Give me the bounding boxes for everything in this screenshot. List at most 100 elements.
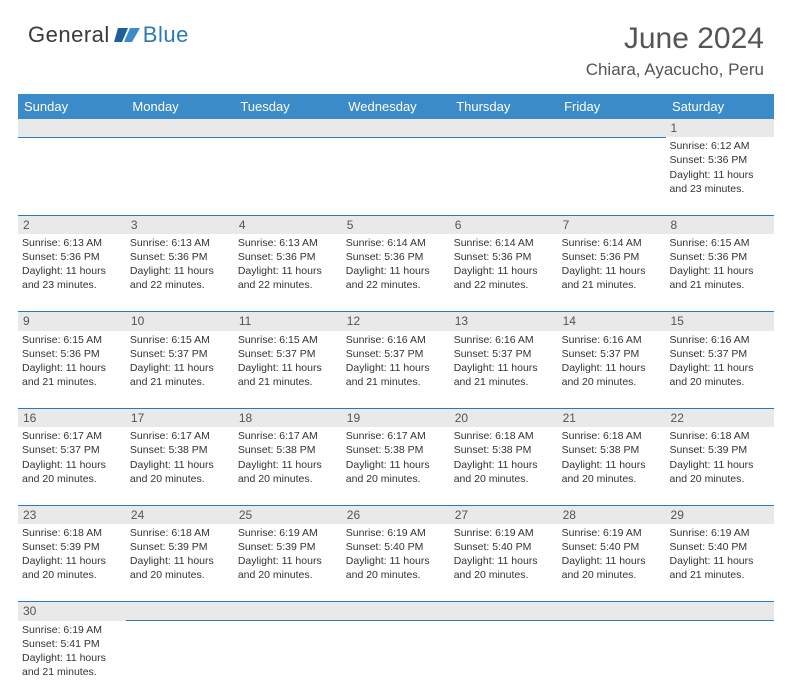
daylight-line: Daylight: 11 hours and 20 minutes.: [22, 458, 122, 486]
sunset-line: Sunset: 5:39 PM: [130, 540, 230, 554]
sunrise-line: Sunrise: 6:17 AM: [346, 429, 446, 443]
day-cell: [234, 621, 342, 699]
day-info-row: Sunrise: 6:18 AMSunset: 5:39 PMDaylight:…: [18, 524, 774, 602]
day-number: [666, 602, 774, 621]
weekday-header: Monday: [126, 94, 234, 119]
day-cell: [126, 621, 234, 699]
sunrise-line: Sunrise: 6:14 AM: [346, 236, 446, 250]
day-cell: Sunrise: 6:18 AMSunset: 5:39 PMDaylight:…: [666, 427, 774, 505]
logo-text-2: Blue: [143, 22, 189, 48]
day-number-row: 30: [18, 602, 774, 621]
day-cell: [558, 621, 666, 699]
sunrise-line: Sunrise: 6:17 AM: [22, 429, 122, 443]
daylight-line: Daylight: 11 hours and 20 minutes.: [238, 458, 338, 486]
day-cell: Sunrise: 6:15 AMSunset: 5:37 PMDaylight:…: [234, 331, 342, 409]
month-title: June 2024: [586, 22, 764, 56]
day-cell: [126, 137, 234, 215]
day-cell: Sunrise: 6:14 AMSunset: 5:36 PMDaylight:…: [558, 234, 666, 312]
sunrise-line: Sunrise: 6:16 AM: [346, 333, 446, 347]
daylight-line: Daylight: 11 hours and 22 minutes.: [454, 264, 554, 292]
daylight-line: Daylight: 11 hours and 21 minutes.: [238, 361, 338, 389]
sunset-line: Sunset: 5:38 PM: [238, 443, 338, 457]
day-number: 12: [342, 312, 450, 331]
weekday-header: Wednesday: [342, 94, 450, 119]
day-cell: [450, 621, 558, 699]
daylight-line: Daylight: 11 hours and 20 minutes.: [22, 554, 122, 582]
sunset-line: Sunset: 5:37 PM: [238, 347, 338, 361]
weekday-header-row: SundayMondayTuesdayWednesdayThursdayFrid…: [18, 94, 774, 119]
day-info-row: Sunrise: 6:15 AMSunset: 5:36 PMDaylight:…: [18, 331, 774, 409]
day-cell: Sunrise: 6:13 AMSunset: 5:36 PMDaylight:…: [234, 234, 342, 312]
day-cell: Sunrise: 6:15 AMSunset: 5:36 PMDaylight:…: [666, 234, 774, 312]
daylight-line: Daylight: 11 hours and 22 minutes.: [346, 264, 446, 292]
daylight-line: Daylight: 11 hours and 20 minutes.: [454, 458, 554, 486]
daylight-line: Daylight: 11 hours and 20 minutes.: [562, 458, 662, 486]
sunrise-line: Sunrise: 6:12 AM: [670, 139, 770, 153]
day-cell: Sunrise: 6:19 AMSunset: 5:40 PMDaylight:…: [450, 524, 558, 602]
daylight-line: Daylight: 11 hours and 20 minutes.: [130, 458, 230, 486]
day-cell: Sunrise: 6:13 AMSunset: 5:36 PMDaylight:…: [18, 234, 126, 312]
daylight-line: Daylight: 11 hours and 23 minutes.: [22, 264, 122, 292]
day-cell: [342, 137, 450, 215]
day-number: 26: [342, 505, 450, 524]
sunrise-line: Sunrise: 6:15 AM: [130, 333, 230, 347]
logo: General Blue: [28, 22, 189, 48]
sunset-line: Sunset: 5:37 PM: [670, 347, 770, 361]
day-cell: Sunrise: 6:16 AMSunset: 5:37 PMDaylight:…: [666, 331, 774, 409]
day-info-row: Sunrise: 6:19 AMSunset: 5:41 PMDaylight:…: [18, 621, 774, 699]
day-cell: Sunrise: 6:19 AMSunset: 5:40 PMDaylight:…: [342, 524, 450, 602]
day-cell: Sunrise: 6:19 AMSunset: 5:41 PMDaylight:…: [18, 621, 126, 699]
sunrise-line: Sunrise: 6:16 AM: [670, 333, 770, 347]
weekday-header: Thursday: [450, 94, 558, 119]
sunset-line: Sunset: 5:39 PM: [238, 540, 338, 554]
daylight-line: Daylight: 11 hours and 20 minutes.: [562, 361, 662, 389]
sunrise-line: Sunrise: 6:19 AM: [670, 526, 770, 540]
day-number: [450, 119, 558, 137]
day-number: [18, 119, 126, 137]
sunrise-line: Sunrise: 6:16 AM: [454, 333, 554, 347]
day-number: 22: [666, 409, 774, 428]
day-number: 9: [18, 312, 126, 331]
day-number: 11: [234, 312, 342, 331]
sunset-line: Sunset: 5:41 PM: [22, 637, 122, 651]
day-cell: [558, 137, 666, 215]
day-number: 23: [18, 505, 126, 524]
sunrise-line: Sunrise: 6:13 AM: [238, 236, 338, 250]
day-cell: Sunrise: 6:15 AMSunset: 5:37 PMDaylight:…: [126, 331, 234, 409]
sunrise-line: Sunrise: 6:15 AM: [238, 333, 338, 347]
sunrise-line: Sunrise: 6:13 AM: [130, 236, 230, 250]
sunset-line: Sunset: 5:36 PM: [670, 153, 770, 167]
daylight-line: Daylight: 11 hours and 20 minutes.: [670, 458, 770, 486]
sunrise-line: Sunrise: 6:17 AM: [238, 429, 338, 443]
daylight-line: Daylight: 11 hours and 20 minutes.: [562, 554, 662, 582]
sunset-line: Sunset: 5:36 PM: [238, 250, 338, 264]
day-number: 3: [126, 215, 234, 234]
day-number: [342, 602, 450, 621]
sunrise-line: Sunrise: 6:18 AM: [670, 429, 770, 443]
sunset-line: Sunset: 5:36 PM: [22, 347, 122, 361]
day-cell: Sunrise: 6:14 AMSunset: 5:36 PMDaylight:…: [342, 234, 450, 312]
day-cell: Sunrise: 6:12 AMSunset: 5:36 PMDaylight:…: [666, 137, 774, 215]
daylight-line: Daylight: 11 hours and 21 minutes.: [562, 264, 662, 292]
day-cell: [18, 137, 126, 215]
daylight-line: Daylight: 11 hours and 22 minutes.: [238, 264, 338, 292]
daylight-line: Daylight: 11 hours and 21 minutes.: [346, 361, 446, 389]
daylight-line: Daylight: 11 hours and 20 minutes.: [238, 554, 338, 582]
daylight-line: Daylight: 11 hours and 23 minutes.: [670, 168, 770, 196]
logo-flag-icon: [114, 26, 140, 44]
sunset-line: Sunset: 5:38 PM: [562, 443, 662, 457]
day-cell: Sunrise: 6:16 AMSunset: 5:37 PMDaylight:…: [450, 331, 558, 409]
sunset-line: Sunset: 5:37 PM: [130, 347, 230, 361]
day-cell: Sunrise: 6:19 AMSunset: 5:40 PMDaylight:…: [558, 524, 666, 602]
day-number-row: 23242526272829: [18, 505, 774, 524]
day-cell: Sunrise: 6:14 AMSunset: 5:36 PMDaylight:…: [450, 234, 558, 312]
sunrise-line: Sunrise: 6:13 AM: [22, 236, 122, 250]
sunset-line: Sunset: 5:38 PM: [346, 443, 446, 457]
daylight-line: Daylight: 11 hours and 21 minutes.: [22, 361, 122, 389]
daylight-line: Daylight: 11 hours and 21 minutes.: [130, 361, 230, 389]
sunrise-line: Sunrise: 6:14 AM: [562, 236, 662, 250]
day-info-row: Sunrise: 6:13 AMSunset: 5:36 PMDaylight:…: [18, 234, 774, 312]
sunset-line: Sunset: 5:38 PM: [454, 443, 554, 457]
day-cell: Sunrise: 6:16 AMSunset: 5:37 PMDaylight:…: [342, 331, 450, 409]
day-number: 16: [18, 409, 126, 428]
